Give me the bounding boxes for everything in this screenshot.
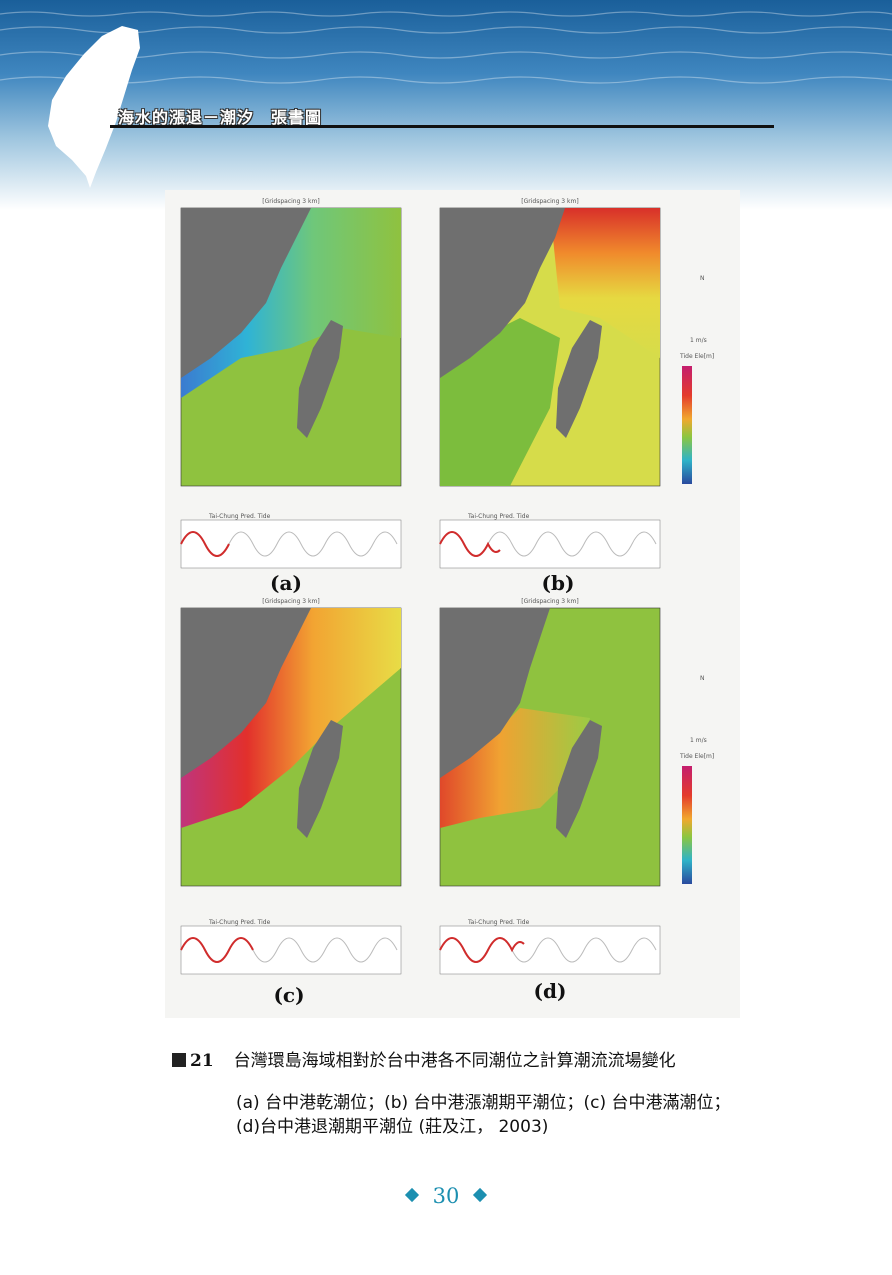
tide-series-a: Tai-Chung Pred. Tide (a) [180, 513, 402, 595]
svg-text:Tide Ele[m]: Tide Ele[m] [679, 753, 714, 760]
svg-text:(d): (d) [534, 979, 567, 1003]
tide-series-c: Tai-Chung Pred. Tide (c) [180, 919, 402, 1007]
svg-text:(c): (c) [273, 983, 304, 1007]
svg-text:N: N [700, 275, 705, 282]
svg-text:Tai-Chung Pred. Tide: Tai-Chung Pred. Tide [208, 919, 271, 926]
panel-a: [Gridspacing 3 km] [180, 198, 402, 487]
diamond-icon [473, 1187, 488, 1203]
svg-text:Tide Ele[m]: Tide Ele[m] [679, 353, 714, 360]
colorbar-bottom: N 1 m/s Tide Ele[m] [679, 675, 714, 884]
figure-marker-icon [172, 1053, 186, 1067]
svg-text:[Gridspacing 3 km]: [Gridspacing 3 km] [521, 198, 578, 205]
svg-text:[Gridspacing 3 km]: [Gridspacing 3 km] [521, 598, 578, 605]
colorbar-top: N 1 m/s Tide Ele[m] [679, 275, 714, 484]
page-number: 30 [0, 1184, 892, 1208]
tide-series-b: Tai-Chung Pred. Tide (b) [439, 513, 661, 595]
figure-21: [Gridspacing 3 km] [Gridspacing 3 km] [G… [165, 190, 740, 1018]
panel-d: [Gridspacing 3 km] [439, 598, 661, 887]
page-number-text: 30 [432, 1184, 460, 1208]
svg-text:Tai-Chung Pred. Tide: Tai-Chung Pred. Tide [467, 513, 530, 520]
figure-number: 21 [190, 1051, 214, 1071]
figure-caption: 21 台灣環島海域相對於台中港各不同潮位之計算潮流流場變化 [172, 1046, 676, 1071]
svg-text:1 m/s: 1 m/s [690, 737, 707, 744]
taiwan-island-icon [48, 26, 140, 188]
header-rule [110, 125, 774, 128]
caption-line-1: (a) 台中港乾潮位；(b) 台中港漲潮期平潮位；(c) 台中港滿潮位； [236, 1093, 731, 1113]
svg-text:Tai-Chung Pred. Tide: Tai-Chung Pred. Tide [208, 513, 271, 520]
figure-title: 台灣環島海域相對於台中港各不同潮位之計算潮流流場變化 [233, 1051, 676, 1071]
svg-text:Tai-Chung Pred. Tide: Tai-Chung Pred. Tide [467, 919, 530, 926]
svg-text:1 m/s: 1 m/s [690, 337, 707, 344]
svg-text:[Gridspacing 3 km]: [Gridspacing 3 km] [262, 598, 319, 605]
svg-text:N: N [700, 675, 705, 682]
svg-text:(a): (a) [270, 571, 302, 595]
caption-line-2: (d)台中港退潮期平潮位 (莊及江， 2003) [236, 1117, 549, 1137]
header-banner [0, 0, 892, 210]
panel-c: [Gridspacing 3 km] [180, 598, 402, 887]
tide-series-d: Tai-Chung Pred. Tide (d) [439, 919, 661, 1003]
panel-b: [Gridspacing 3 km] [439, 198, 661, 487]
diamond-icon [404, 1187, 419, 1203]
svg-text:(b): (b) [542, 571, 575, 595]
figure-svg: [Gridspacing 3 km] [Gridspacing 3 km] [G… [180, 198, 714, 1007]
svg-text:[Gridspacing 3 km]: [Gridspacing 3 km] [262, 198, 319, 205]
header-title: 海水的漲退－潮汐 張書圖 [118, 108, 323, 127]
